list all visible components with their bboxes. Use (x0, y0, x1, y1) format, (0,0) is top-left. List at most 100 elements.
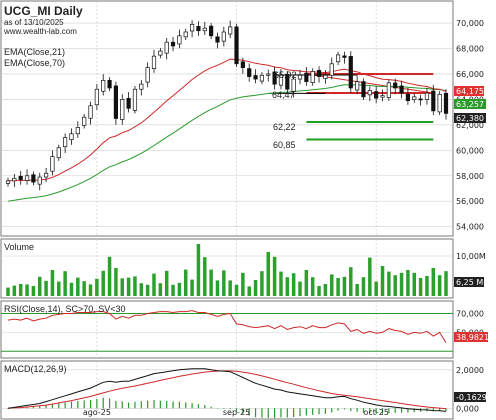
level-label-1: 65,92 (274, 70, 297, 80)
volume-bar (114, 268, 118, 296)
macd-tick-label: 2,0000 (456, 366, 484, 375)
macd-histogram-bar (7, 408, 9, 409)
macd-histogram-bar (45, 404, 47, 409)
volume-bar (82, 281, 86, 296)
candle-body (189, 24, 195, 32)
candle-body (196, 26, 201, 32)
volume-bar (18, 284, 23, 296)
volume-bar (203, 257, 207, 296)
candle-body (24, 175, 30, 181)
candle-body (437, 93, 442, 113)
volume-bar (50, 270, 55, 296)
macd-histogram-bar (242, 408, 244, 414)
volume-bar (431, 268, 436, 296)
candle-body (43, 172, 49, 178)
macd-histogram-bar (96, 398, 98, 409)
macd-histogram-bar (26, 406, 28, 409)
macd-histogram-bar (235, 408, 238, 412)
volume-tick-label: 10,00M (456, 252, 486, 261)
volume-bar (317, 286, 321, 296)
macd-histogram-bar (324, 408, 326, 414)
volume-bar (145, 284, 150, 296)
volume-bar (266, 252, 271, 296)
volume-bar (241, 272, 245, 296)
macd-histogram-bar (166, 401, 168, 409)
volume-bar (304, 270, 309, 296)
volume-bars: 10,00M (1, 244, 486, 296)
candle-body (75, 127, 80, 135)
candle-body (158, 50, 163, 56)
candle-body (120, 99, 125, 120)
volume-bar (222, 270, 226, 296)
x-tick-label: oct-25 (363, 408, 389, 417)
volume-tag: 6,25 M (456, 278, 483, 287)
macd-histogram-bar (185, 402, 187, 409)
ema21-line (7, 58, 447, 182)
candle-body (170, 41, 176, 47)
macd-histogram-bar (39, 406, 41, 409)
macd-tag-bg (454, 392, 486, 402)
candle-body (405, 93, 411, 102)
macd-histogram-bar (204, 405, 206, 409)
macd-title: MACD(12,26,9) (4, 364, 67, 374)
price-tick-label: 62,000 (456, 121, 484, 130)
macd-histogram-bar (254, 408, 257, 418)
ema21-tag-bg (454, 86, 484, 96)
volume-bar (361, 277, 366, 296)
volume-bar (164, 270, 169, 296)
candle-body (145, 67, 150, 83)
candle-body (266, 73, 271, 76)
candle-body (56, 147, 61, 159)
candle-body (310, 71, 315, 83)
volume-bar (399, 272, 404, 296)
macd-histogram-bar (178, 401, 180, 409)
x-tick-label: ago-25 (83, 408, 111, 417)
support-resistance-levels (268, 72, 434, 141)
candle-body (88, 105, 93, 119)
macd-tag: -0,1629 (456, 393, 487, 402)
macd-series: 2,0000 0,000 (1, 366, 484, 419)
macd-histogram-bar (432, 408, 434, 412)
volume-bar (44, 280, 48, 296)
volume-bar (158, 283, 163, 296)
candle-body (374, 91, 379, 99)
candle-body (253, 75, 258, 80)
volume-panel (0, 238, 454, 299)
volume-bar (387, 271, 391, 296)
macd-histogram-bar (305, 408, 307, 416)
candle-body (126, 98, 131, 109)
macd-histogram-bar (121, 401, 123, 409)
price-tick-label: 68,000 (456, 45, 484, 54)
candle-body (234, 26, 239, 65)
ema70-tag-bg (454, 99, 486, 109)
candle-body (69, 133, 74, 140)
candle-body (329, 63, 334, 76)
macd-histogram-bar (280, 408, 282, 418)
rsi-tag-bg (454, 332, 488, 342)
candle-body (342, 55, 347, 58)
candle-body (164, 41, 169, 54)
ema70-legend: EMA(Close,70) (4, 58, 65, 68)
macd-histogram-bar (223, 408, 225, 409)
macd-histogram-bar (172, 401, 174, 409)
volume-bar (228, 280, 232, 296)
candle-body (82, 116, 87, 126)
price-tick-label: 70,000 (456, 19, 484, 28)
macd-histogram-bar (83, 400, 85, 409)
grid-lines (1, 1, 453, 419)
candle-body (418, 98, 423, 101)
macd-histogram-bar (210, 406, 212, 409)
candle-body (63, 137, 68, 148)
volume-bar (406, 270, 410, 296)
macd-histogram-bar (375, 408, 377, 414)
volume-tag-bg (454, 277, 484, 287)
volume-bar (31, 286, 36, 296)
volume-bar (291, 273, 296, 296)
candle-body (259, 74, 265, 82)
x-tick-label: sep-25 (223, 408, 250, 417)
candle-body (380, 95, 385, 98)
volume-bar (374, 281, 378, 296)
macd-histogram-bar (381, 408, 384, 414)
candle-body (183, 31, 188, 38)
x-axis: ago-25 sep-25 oct-25 (83, 408, 389, 417)
